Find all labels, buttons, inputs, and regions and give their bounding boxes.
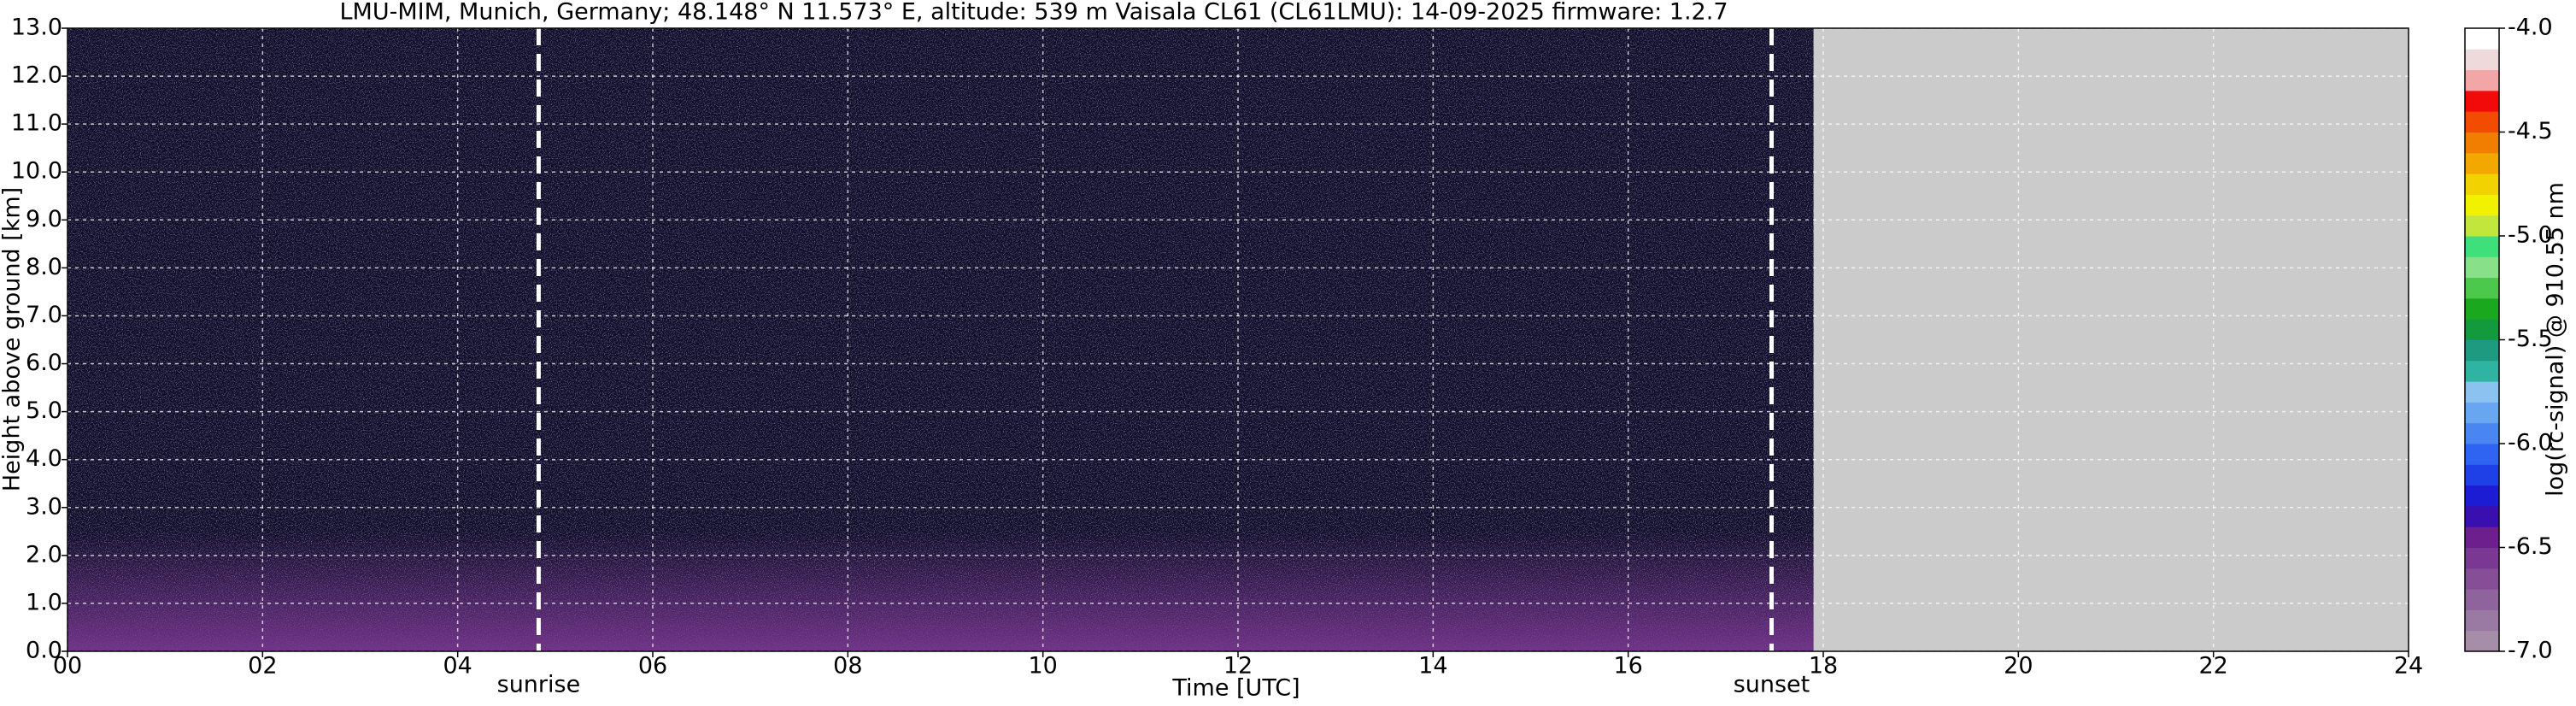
colorbar-swatch [2465, 609, 2499, 632]
x-tick-label: 02 [248, 653, 277, 680]
x-tick-label: 12 [1223, 653, 1253, 680]
y-tick-label: 5.0 [26, 397, 62, 424]
colorbar-swatch [2465, 360, 2499, 382]
y-axis-label: Height above ground [km] [0, 187, 26, 491]
colorbar-swatch [2465, 111, 2499, 132]
colorbar-swatch [2465, 277, 2499, 299]
colorbar-tick-label: -4.5 [2508, 118, 2553, 144]
colorbar-swatch [2465, 49, 2499, 71]
y-tick-label: 0.0 [26, 638, 62, 664]
colorbar-swatch [2465, 444, 2499, 465]
x-axis-label: Time [UTC] [1171, 675, 1300, 702]
colorbar-swatch [2465, 194, 2499, 216]
colorbar-swatch [2465, 256, 2499, 279]
x-tick-label: 24 [2394, 653, 2423, 680]
boundary-layer [67, 531, 1814, 651]
colorbar-swatch [2465, 28, 2499, 50]
x-tick-label: 08 [833, 653, 862, 680]
colorbar-swatch [2465, 381, 2499, 403]
y-tick-label: 4.0 [26, 445, 62, 472]
no-data-region [1813, 28, 2409, 651]
colorbar-swatch [2465, 236, 2499, 257]
x-tick-label: 00 [53, 653, 82, 680]
y-tick-label: 10.0 [11, 158, 62, 185]
colorbar-swatch [2465, 152, 2499, 174]
x-tick-label: 14 [1418, 653, 1447, 680]
colorbar-swatch [2465, 90, 2499, 112]
colorbar-swatch [2465, 464, 2499, 486]
y-tick-label: 8.0 [26, 254, 62, 280]
y-tick-label: 12.0 [11, 62, 62, 89]
colorbar-swatch [2465, 527, 2499, 548]
x-tick-label: 20 [2004, 653, 2033, 680]
x-tick-label: 06 [638, 653, 667, 680]
colorbar-swatch [2465, 339, 2499, 362]
y-tick-label: 1.0 [26, 589, 62, 615]
colorbar-swatch [2465, 422, 2499, 444]
colorbar-tick-label: -5.0 [2508, 222, 2553, 249]
colorbar-tick-label: -7.0 [2508, 638, 2553, 664]
colorbar-swatch [2465, 485, 2499, 507]
colorbar-tick-label: -6.0 [2508, 430, 2553, 456]
colorbar-swatch [2465, 297, 2499, 320]
y-tick-label: 9.0 [26, 206, 62, 232]
y-tick-label: 3.0 [26, 493, 62, 520]
colorbar-swatch [2465, 402, 2499, 424]
colorbar-tick-label: -6.5 [2508, 533, 2553, 560]
colorbar-swatch [2465, 174, 2499, 195]
y-tick-label: 6.0 [26, 350, 62, 376]
x-tick-label: 18 [1809, 653, 1838, 680]
y-tick-label: 7.0 [26, 302, 62, 328]
annotation-label: sunrise [497, 672, 581, 698]
colorbar-label: log(rc-signal) @ 910.55 nm [2543, 182, 2569, 497]
colorbar-tick-label: -5.5 [2508, 326, 2553, 352]
chart-title: LMU-MIM, Munich, Germany; 48.148° N 11.5… [339, 0, 1728, 26]
annotation-label: sunset [1734, 672, 1810, 698]
colorbar-swatch [2465, 132, 2499, 154]
y-tick-label: 11.0 [11, 110, 62, 137]
colorbar-swatch [2465, 630, 2499, 652]
colorbar-swatch [2465, 215, 2499, 237]
colorbar-swatch [2465, 589, 2499, 610]
y-tick-label: 2.0 [26, 541, 62, 568]
colorbar-swatch [2465, 69, 2499, 91]
colorbar-swatch [2465, 568, 2499, 590]
colorbar-swatch [2465, 547, 2499, 569]
y-tick-label: 13.0 [11, 15, 62, 41]
colorbar-swatch [2465, 319, 2499, 340]
x-tick-label: 04 [443, 653, 472, 680]
x-tick-label: 10 [1028, 653, 1057, 680]
x-tick-label: 16 [1613, 653, 1642, 680]
colorbar-tick-label: -4.0 [2508, 15, 2553, 41]
colorbar-swatch [2465, 505, 2499, 527]
x-tick-label: 22 [2198, 653, 2227, 680]
